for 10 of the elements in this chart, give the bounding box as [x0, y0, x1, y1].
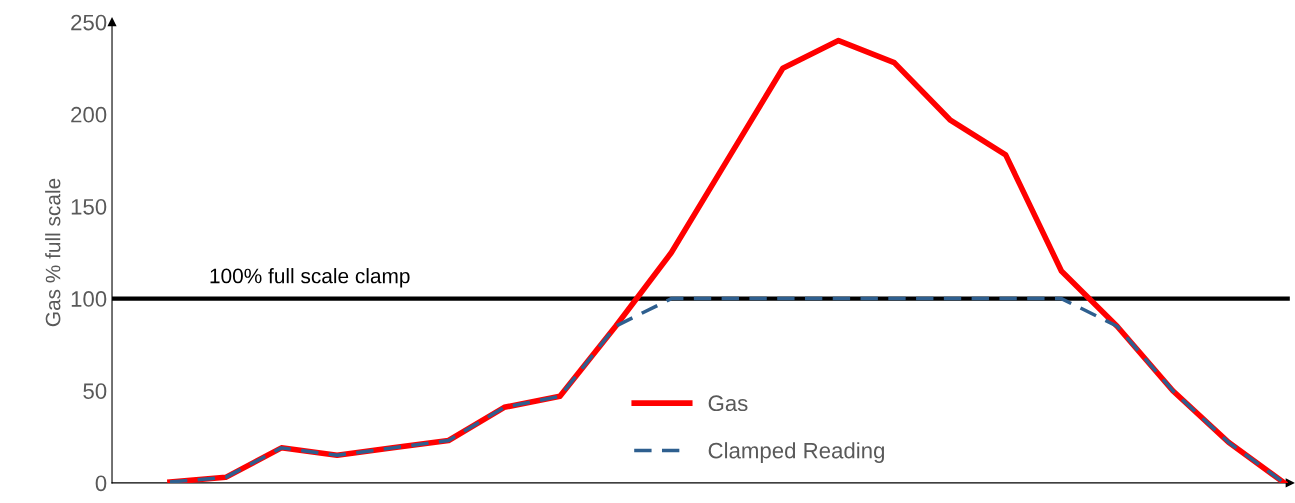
y-tick-label: 0: [95, 475, 107, 492]
y-tick-label: 50: [83, 383, 107, 399]
y-tick-label: 250: [71, 14, 107, 31]
ref-line-label: 100% full scale clamp: [210, 268, 410, 288]
y-tick-label: 100: [71, 291, 107, 307]
legend-label: Gas: [708, 395, 748, 412]
y-tick-label: 150: [71, 198, 107, 215]
y-axis-title: Gas % full scale: [45, 178, 61, 327]
legend-label: Clamped Reading: [708, 442, 884, 463]
y-tick-label: 200: [71, 106, 107, 123]
